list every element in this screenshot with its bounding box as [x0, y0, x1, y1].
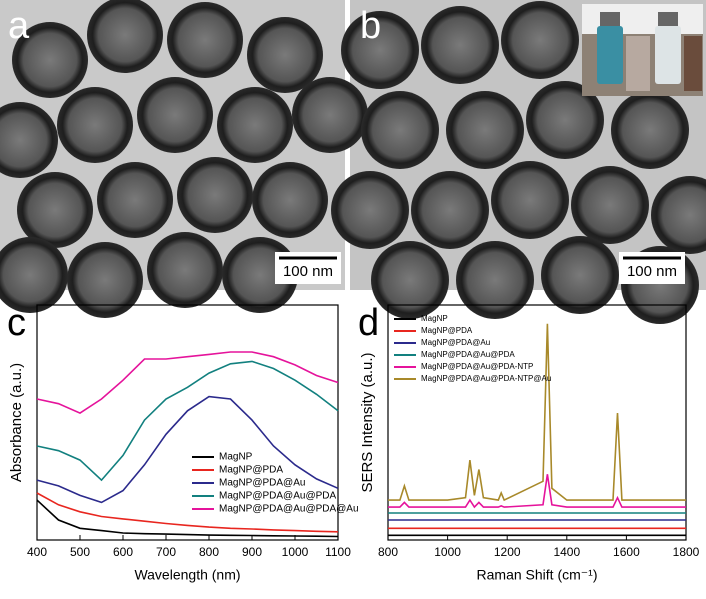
nanoparticle: [217, 87, 293, 163]
nanoparticle: [252, 162, 328, 238]
nanoparticle: [541, 236, 619, 314]
series-line: [388, 474, 686, 509]
series-line: [36, 360, 339, 482]
nanoparticle: [147, 232, 223, 308]
x-tick-label: 1600: [613, 545, 640, 559]
nanoparticle: [12, 22, 88, 98]
x-tick-label: 700: [156, 545, 176, 559]
nanoparticle: [341, 11, 419, 89]
panel-label: b: [360, 5, 381, 47]
nanoparticle: [247, 17, 323, 93]
x-axis-label: Raman Shift (cm⁻¹): [477, 567, 598, 583]
nanoparticle: [331, 171, 409, 249]
nanoparticle: [0, 102, 58, 178]
nanoparticle: [456, 241, 534, 319]
x-tick-label: 1400: [553, 545, 580, 559]
nanoparticle: [361, 91, 439, 169]
nanoparticle: [167, 2, 243, 78]
series-line: [388, 323, 686, 502]
x-tick-label: 600: [113, 545, 133, 559]
legend-label: MagNP@PDA@Au@PDA: [421, 350, 515, 359]
y-axis-label: Absorbance (a.u.): [8, 363, 25, 482]
legend-label: MagNP@PDA@Au@PDA@Au: [219, 504, 359, 515]
nanoparticle: [421, 6, 499, 84]
nanoparticle: [97, 162, 173, 238]
nanoparticle: [137, 77, 213, 153]
nanoparticle: [651, 176, 706, 254]
nanoparticle: [371, 241, 449, 319]
series-line: [36, 395, 339, 504]
x-tick-label: 1000: [434, 545, 461, 559]
legend-label: MagNP: [421, 314, 448, 323]
nanoparticle: [411, 171, 489, 249]
nanoparticle: [0, 237, 68, 313]
x-tick-label: 900: [242, 545, 262, 559]
nanoparticle: [611, 91, 689, 169]
legend-label: MagNP@PDA@Au: [421, 338, 490, 347]
legend-label: MagNP@PDA: [421, 326, 473, 335]
plot-frame: [36, 304, 339, 541]
x-tick-label: 1100: [325, 545, 351, 559]
nanoparticle: [292, 77, 368, 153]
x-tick-label: 1200: [494, 545, 521, 559]
scale-bar-label: 100 nm: [283, 263, 333, 280]
legend-label: MagNP@PDA: [219, 465, 283, 476]
legend-label: MagNP@PDA@Au@PDA-NTP: [421, 362, 533, 371]
nanoparticle: [57, 87, 133, 163]
plot-frame: [387, 304, 687, 541]
series-line: [36, 499, 339, 538]
x-tick-label: 800: [199, 545, 219, 559]
nanoparticle: [87, 0, 163, 73]
series-line: [36, 351, 339, 415]
nanoparticle: [17, 172, 93, 248]
panel-label: d: [358, 302, 379, 344]
inset-photo: [582, 4, 703, 96]
nanoparticle: [67, 242, 143, 318]
x-tick-label: 1800: [673, 545, 700, 559]
legend-label: MagNP@PDA@Au: [219, 478, 305, 489]
nanoparticle: [526, 81, 604, 159]
nanoparticle: [491, 161, 569, 239]
scale-bar-label: 100 nm: [627, 263, 677, 280]
x-tick-label: 800: [378, 545, 398, 559]
x-tick-label: 500: [70, 545, 90, 559]
panel-label: c: [7, 302, 26, 344]
panel-label: a: [8, 5, 30, 47]
series-line: [36, 492, 339, 533]
nanoparticle: [446, 91, 524, 169]
legend-label: MagNP: [219, 452, 253, 463]
nanoparticle: [571, 166, 649, 244]
legend-label: MagNP@PDA@Au@PDA: [219, 491, 336, 502]
nanoparticle: [177, 157, 253, 233]
legend-label: MagNP@PDA@Au@PDA-NTP@Au: [421, 374, 551, 383]
x-tick-label: 1000: [282, 545, 309, 559]
x-tick-label: 400: [27, 545, 47, 559]
y-axis-label: SERS Intensity (a.u.): [359, 352, 376, 492]
x-axis-label: Wavelength (nm): [134, 567, 240, 583]
nanoparticle: [501, 1, 579, 79]
